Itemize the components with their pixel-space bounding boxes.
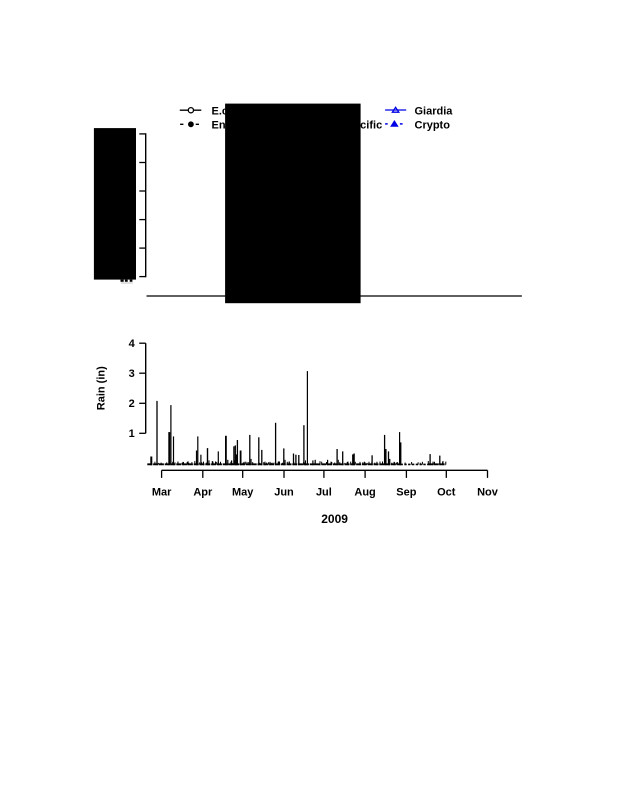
svg-text:2: 2 — [129, 398, 135, 410]
svg-text:3: 3 — [129, 368, 135, 380]
svg-text:Aug: Aug — [354, 487, 375, 499]
svg-text:1: 1 — [129, 428, 135, 440]
svg-text:Crypto: Crypto — [415, 120, 451, 132]
svg-text:Mar: Mar — [152, 487, 172, 499]
svg-text:Oct: Oct — [437, 487, 456, 499]
svg-text:Giardia: Giardia — [415, 106, 454, 118]
svg-text:Nov: Nov — [477, 487, 499, 499]
svg-text:Jul: Jul — [316, 487, 332, 499]
svg-text:2009: 2009 — [321, 512, 348, 526]
svg-text:Sep: Sep — [396, 487, 416, 499]
svg-text:May: May — [232, 487, 254, 499]
svg-text:4: 4 — [129, 338, 136, 350]
svg-text:Apr: Apr — [193, 487, 213, 499]
svg-text:Jun: Jun — [274, 487, 294, 499]
svg-text:Rain (in): Rain (in) — [96, 366, 108, 410]
